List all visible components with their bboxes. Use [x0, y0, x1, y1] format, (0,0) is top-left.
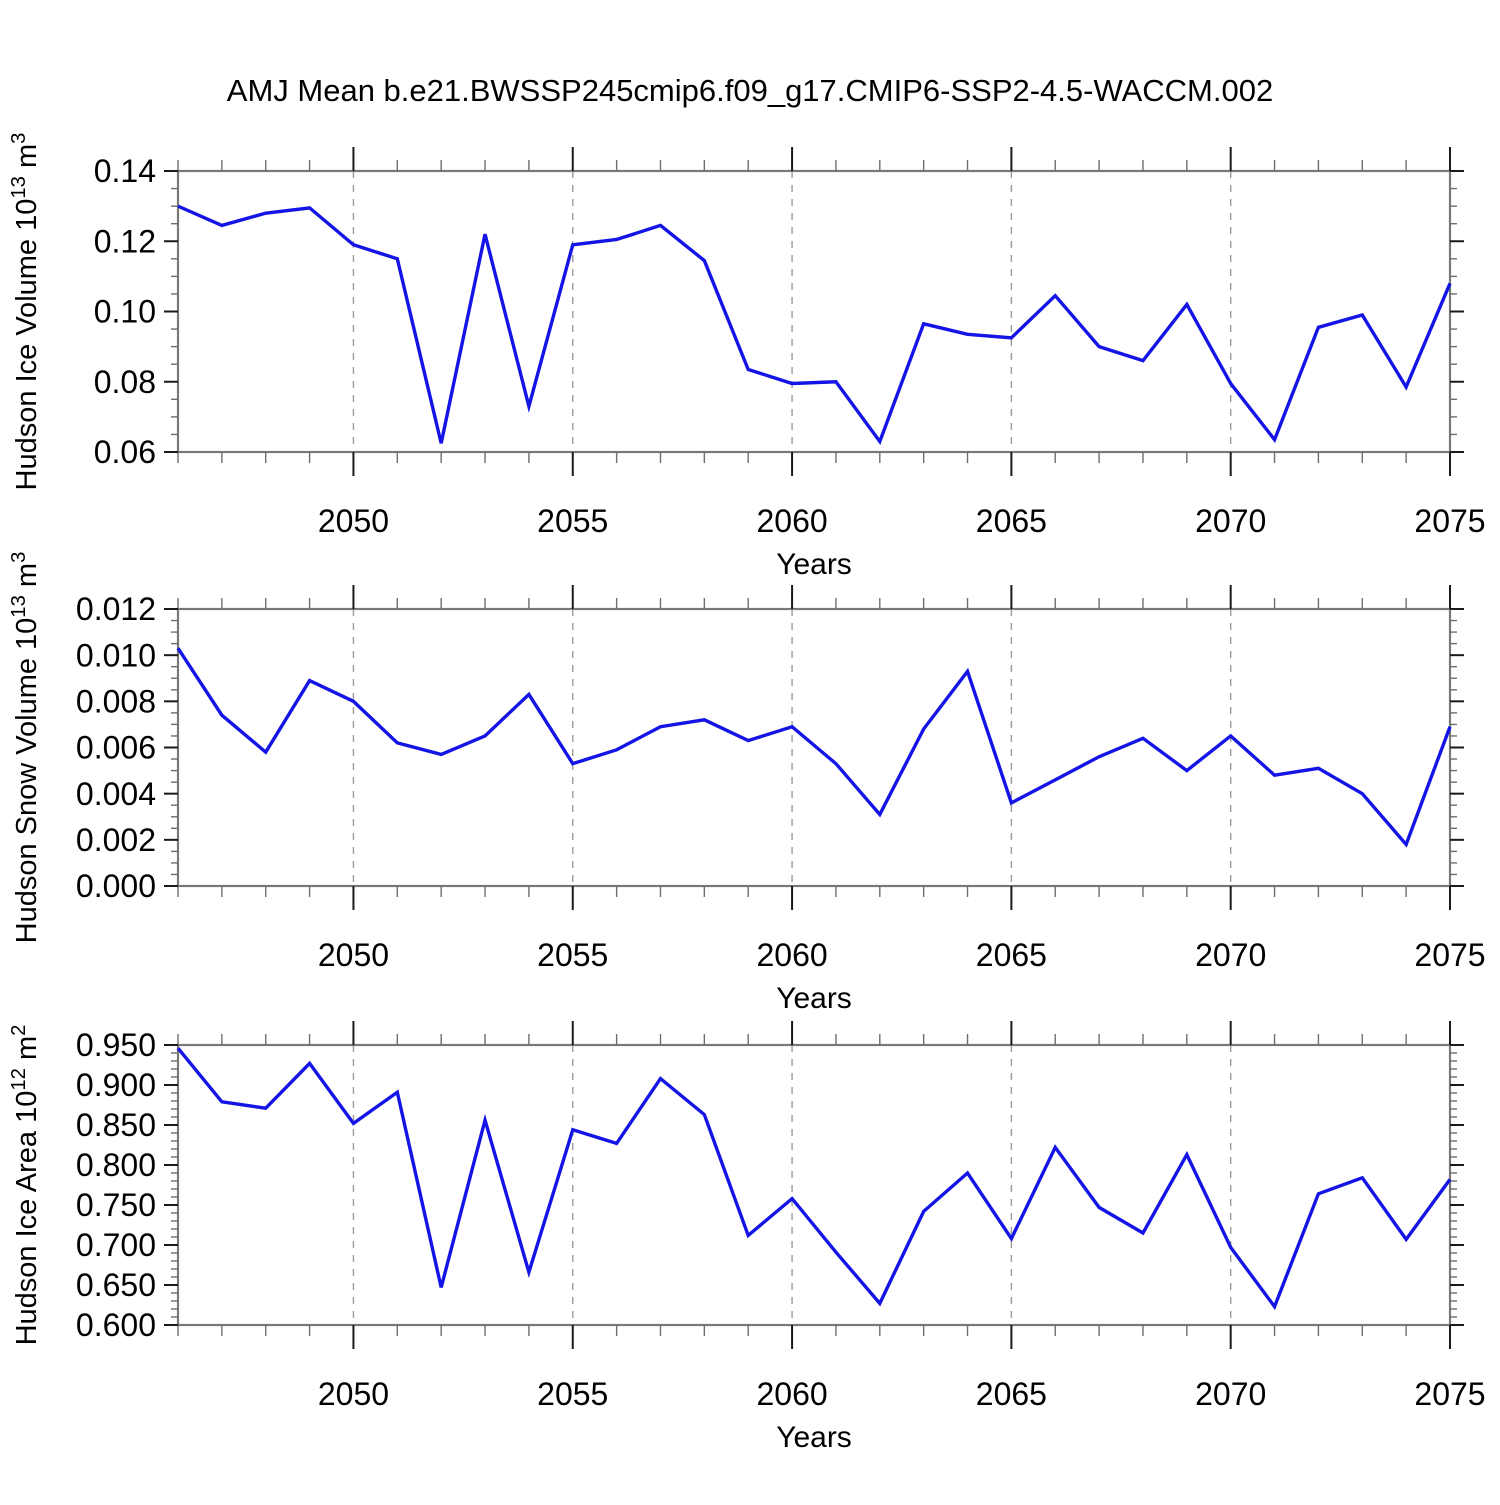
x-tick-label: 2055	[537, 937, 608, 973]
x-tick-label: 2070	[1195, 937, 1266, 973]
x-axis-title: Years	[776, 1421, 852, 1454]
x-tick-labels: 2050 2055 2060 2065 2070 2075	[318, 1376, 1486, 1412]
y-tick-label: 0.14	[94, 153, 156, 189]
y-tick-label: 0.600	[76, 1307, 156, 1343]
x-tick-label: 2065	[976, 1376, 1047, 1412]
x-axis-ticks	[177, 1021, 1451, 1349]
y-tick-label: 0.900	[76, 1067, 156, 1103]
x-tick-label: 2070	[1195, 503, 1266, 539]
series-line	[176, 647, 1452, 848]
x-tick-label: 2060	[756, 503, 827, 539]
y-tick-labels: 0.000 0.002 0.004 0.006 0.008 0.010 0.012	[76, 591, 156, 904]
x-tick-labels: 2050 2055 2060 2065 2070 2075	[318, 503, 1486, 539]
x-tick-label: 2055	[537, 1376, 608, 1412]
x-tick-label: 2050	[318, 937, 389, 973]
y-tick-label: 0.950	[76, 1027, 156, 1063]
y-tick-label: 0.002	[76, 822, 156, 858]
series-line	[176, 1047, 1452, 1311]
plot-frame	[176, 607, 1452, 888]
x-tick-label: 2075	[1414, 1376, 1485, 1412]
panel-hudson-ice-area: 0.600 0.650 0.700 0.750 0.800 0.850 0.900 0.950…	[8, 1021, 1486, 1454]
x-tick-labels: 2050 2055 2060 2065 2070 2075	[318, 937, 1486, 973]
x-axis-title: Years	[776, 548, 852, 581]
y-axis-title: Hudson Snow Volume 1013 m3	[8, 552, 43, 944]
x-axis-ticks	[177, 585, 1451, 910]
y-tick-label: 0.06	[94, 434, 156, 470]
x-tick-label: 2060	[756, 937, 827, 973]
y-tick-labels: 0.06 0.08 0.10 0.12 0.14	[94, 153, 156, 470]
x-tick-label: 2050	[318, 503, 389, 539]
x-tick-label: 2075	[1414, 937, 1485, 973]
y-axis-ticks	[164, 170, 1464, 453]
x-tick-label: 2050	[318, 1376, 389, 1412]
y-axis-ticks	[164, 608, 1464, 887]
figure-title: AMJ Mean b.e21.BWSSP245cmip6.f09_g17.CMI…	[227, 73, 1273, 108]
y-tick-label: 0.012	[76, 591, 156, 627]
y-tick-label: 0.10	[94, 294, 156, 330]
y-tick-label: 0.12	[94, 223, 156, 259]
x-tick-label: 2070	[1195, 1376, 1266, 1412]
plot-frame	[176, 1043, 1452, 1327]
y-tick-label: 0.004	[76, 776, 156, 812]
y-tick-label: 0.700	[76, 1227, 156, 1263]
x-tick-label: 2075	[1414, 503, 1485, 539]
y-tick-label: 0.000	[76, 868, 156, 904]
x-tick-label: 2060	[756, 1376, 827, 1412]
y-tick-label: 0.850	[76, 1107, 156, 1143]
x-gridlines	[352, 609, 1232, 886]
y-tick-label: 0.750	[76, 1187, 156, 1223]
y-tick-label: 0.800	[76, 1147, 156, 1183]
y-axis-ticks	[164, 1044, 1464, 1326]
x-tick-label: 2065	[976, 937, 1047, 973]
y-tick-label: 0.006	[76, 730, 156, 766]
y-tick-label: 0.08	[94, 364, 156, 400]
x-gridlines	[352, 1045, 1232, 1325]
y-tick-label: 0.010	[76, 637, 156, 673]
series-line	[177, 204, 1452, 446]
x-tick-label: 2055	[537, 503, 608, 539]
y-tick-label: 0.650	[76, 1267, 156, 1303]
x-tick-label: 2065	[976, 503, 1047, 539]
x-axis-title: Years	[776, 982, 852, 1015]
y-tick-labels: 0.600 0.650 0.700 0.750 0.800 0.850 0.900 0.950	[76, 1027, 156, 1343]
panel-hudson-ice-volume: 0.06 0.08 0.10 0.12 0.14 2050 2055 2060 2065 2070…	[8, 133, 1486, 581]
y-tick-label: 0.008	[76, 684, 156, 720]
x-axis-ticks	[177, 147, 1451, 476]
x-gridlines	[352, 171, 1232, 452]
y-axis-title: Hudson Ice Area 1012 m2	[8, 1025, 43, 1346]
plot-frame	[176, 169, 1452, 454]
y-axis-title: Hudson Ice Volume 1013 m3	[8, 133, 43, 491]
